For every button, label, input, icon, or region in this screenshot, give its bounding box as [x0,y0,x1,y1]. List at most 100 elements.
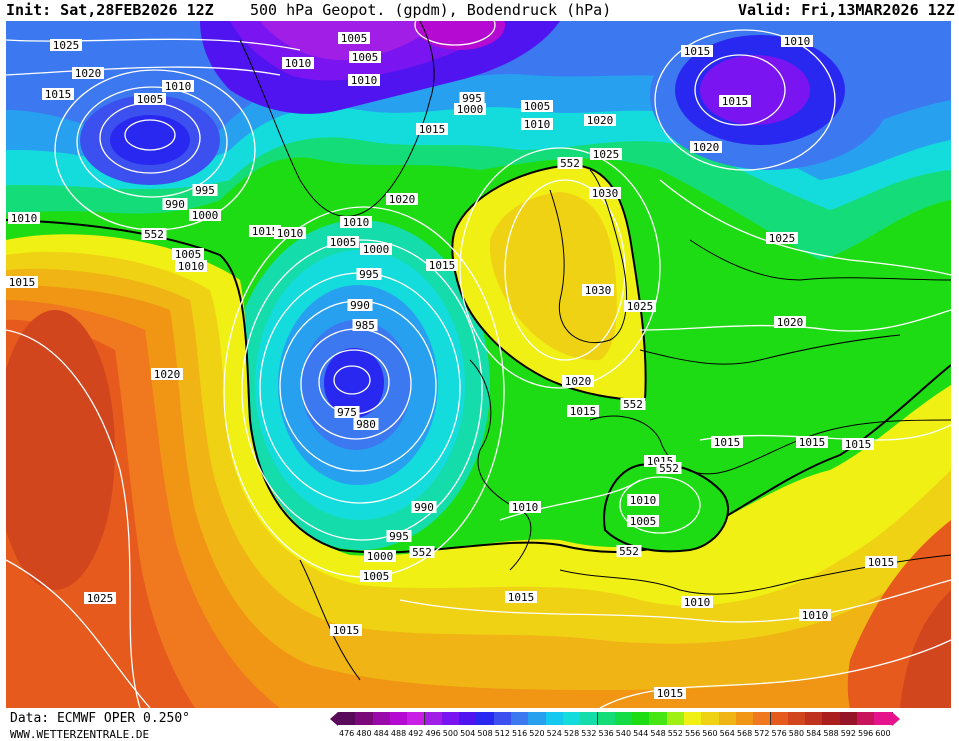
isobar-label: 1010 [11,212,38,225]
isobar-label-bg [654,687,686,699]
isobar-label-bg [627,494,659,506]
colorbar-swatch [614,712,634,725]
colorbar-label: 592 [840,729,856,738]
colorbar-swatch [355,712,374,725]
isobar-label: 1015 [45,88,72,101]
isobar-label-bg [352,319,378,331]
isobar-label-bg [162,80,194,92]
isobar-label: 1015 [429,259,456,272]
isobar-label-bg [589,187,621,199]
colorbar-label: 476 [339,729,355,738]
colorbar-swatch [822,712,841,725]
colorbar-label: 512 [494,729,510,738]
isobar-label-bg [509,501,541,513]
isobar-label: 1005 [175,248,202,261]
colorbar-swatch [735,712,755,725]
isobar-label: 1015 [657,687,684,700]
colorbar-label: 588 [823,729,839,738]
colorbar-swatch [666,712,685,725]
isobar-label: 552 [144,228,164,241]
isobar-label: 1015 [570,405,597,418]
colorbar-swatch [389,712,409,725]
colorbar-label: 508 [477,729,493,738]
isobar-label-bg [567,405,599,417]
colorbar-swatch [684,712,703,725]
isobar-label-bg [620,398,646,410]
isobar-label-bg [84,592,116,604]
colorbar-label: 484 [373,729,389,738]
isobar-label-bg [416,123,448,135]
isobar-label: 1010 [351,74,378,87]
isobar-label-bg [656,462,682,474]
colorbar-label: 532 [581,729,597,738]
isobar-label: 1000 [367,550,394,563]
isobar-label: 1010 [802,609,829,622]
isobars [6,21,951,708]
colorbar-label: 496 [425,729,441,738]
isobar-label: 1010 [285,57,312,70]
colorbar-max-arrow [891,712,900,726]
colorbar-label: 504 [460,729,476,738]
colorbar-swatch [476,712,495,725]
isobar-label-bg [781,35,813,47]
valid-time: Valid: Fri,13MAR2026 12Z [738,1,955,19]
colorbar-label: 552 [667,729,683,738]
isobar-label-bg [426,259,458,271]
isobar-label: 1015 [868,556,895,569]
colorbar-swatch [459,712,478,725]
colorbar-swatch [701,712,720,725]
colorbar-swatch [424,712,443,725]
isobar-label-bg [865,556,897,568]
isobar-label-bg [327,236,359,248]
colorbar-label: 560 [702,729,718,738]
colorbar-swatch [407,712,426,725]
cutoff-low-mediterranean [603,462,730,553]
isobar-label: 552 [619,545,639,558]
map-title: 500 hPa Geopot. (gpdm), Bodendruck (hPa) [250,1,612,19]
isobar-label-bg [72,67,104,79]
isobar-label-bg [274,227,306,239]
colorbar-min-arrow [330,712,338,726]
header-bar: Init: Sat,28FEB2026 12Z 500 hPa Geopot. … [0,0,959,22]
colorbar-label: 528 [563,729,580,738]
isobar-label: 990 [165,198,185,211]
isobar-label: 1010 [165,80,192,93]
warm-core-atlantic [6,310,115,590]
colorbar-swatch [338,712,357,725]
isobar-label-bg [409,546,435,558]
colorbar-swatch [874,712,893,725]
isobar-label-bg [386,193,418,205]
isobar-label-bg [386,530,412,542]
colorbar-swatch [597,712,616,725]
isobar-label: 1015 [714,436,741,449]
isobar-label-bg [719,95,751,107]
isobar-label: 995 [195,184,215,197]
isobar-label: 1025 [53,39,80,52]
isobar-label: 995 [389,530,409,543]
data-source: Data: ECMWF OPER 0.250° [10,711,191,726]
isobar-label: 1020 [693,141,720,154]
colorbar-label: 548 [650,729,666,738]
colorbar-swatch [511,712,530,725]
isobar-label: 1010 [630,494,657,507]
isobar-label-bg [459,92,485,104]
isobar-label: 1010 [343,216,370,229]
colorbar-label: 556 [685,729,701,738]
colorbar-swatch [770,712,789,725]
isobar-label-bg [340,216,372,228]
isobar-label: 1015 [508,591,535,604]
isobar-label: 1015 [845,438,872,451]
isobar-label-bg [681,45,713,57]
isobar-label-bg [690,141,722,153]
isobar-label-bg [590,148,622,160]
colorbar-label: 492 [408,729,424,738]
isobar-label-bg [454,103,486,115]
weather-map: 1025 1020 1015 1005 1010 995 990 1000 552 1010 100… [6,21,951,708]
colorbar-swatch [562,712,582,725]
isobar-label-bg [582,284,614,296]
isobar-label: 1030 [592,187,619,200]
isobar-label: 1020 [75,67,102,80]
isobar-label-bg [8,212,40,224]
